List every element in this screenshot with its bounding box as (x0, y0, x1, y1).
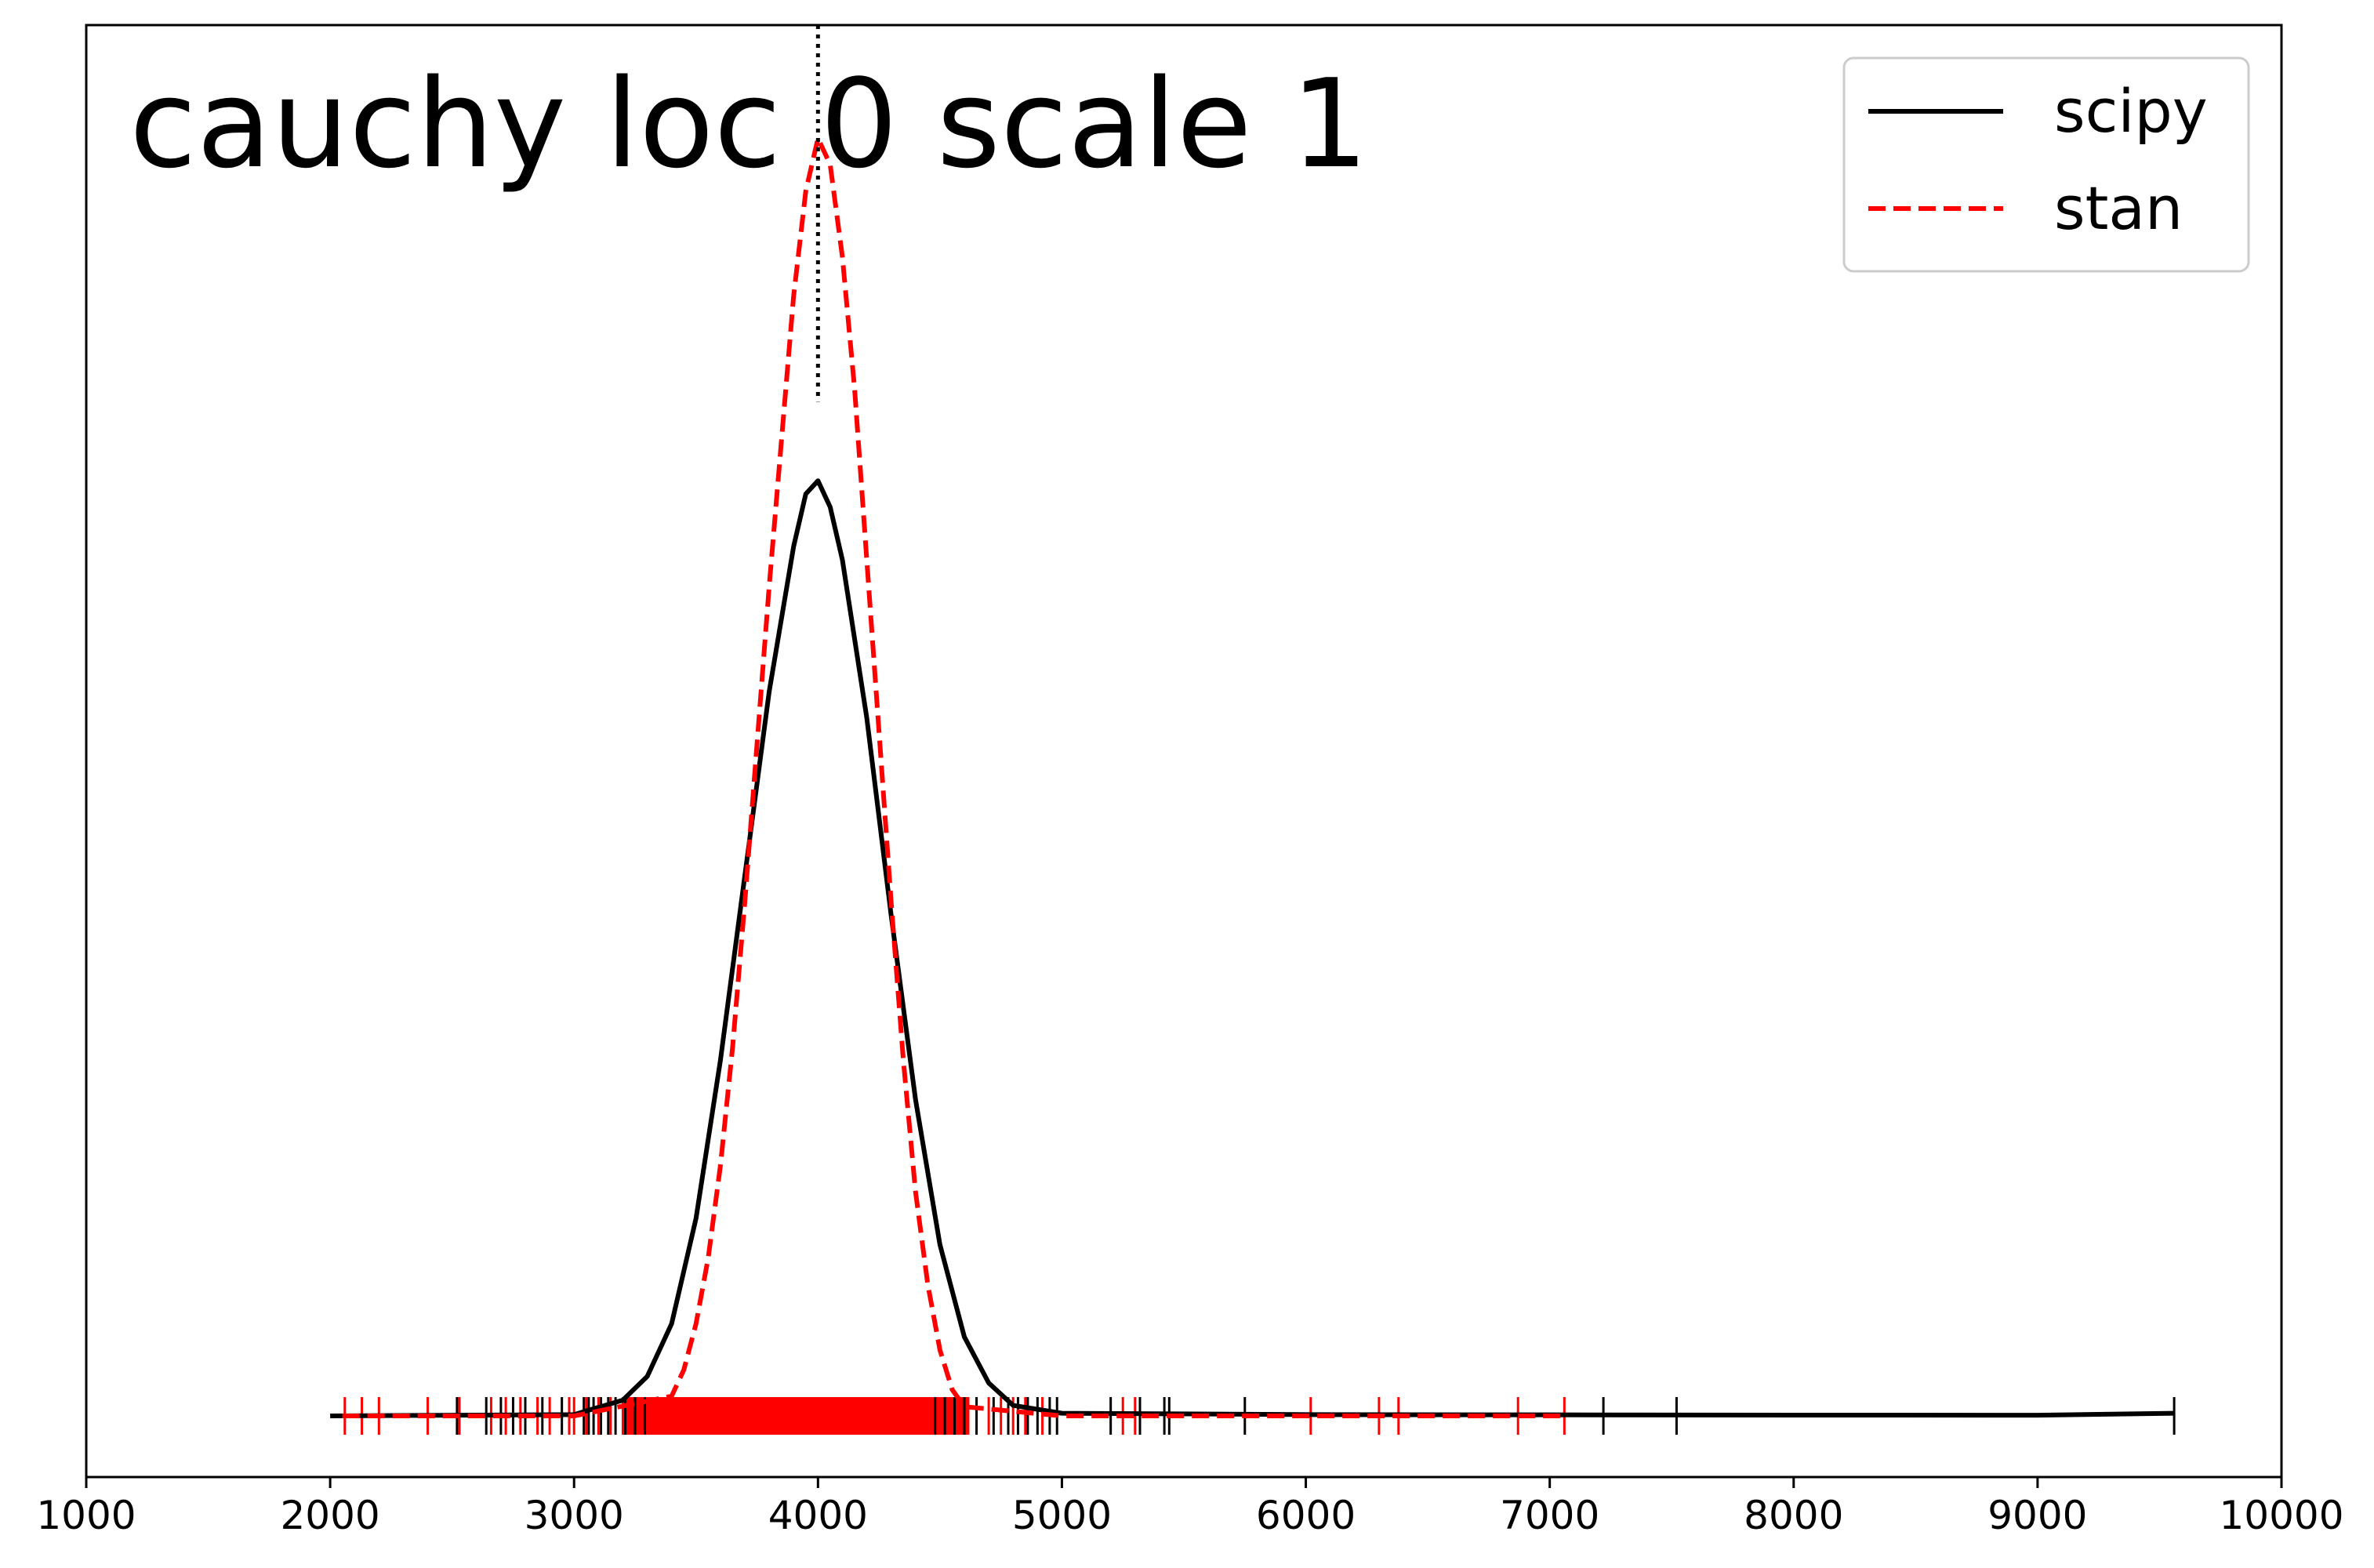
x-tick-label: 8000 (1744, 1493, 1843, 1538)
x-tick-label: 10000 (2219, 1493, 2343, 1538)
x-tick-label: 7000 (1500, 1493, 1599, 1538)
legend-label-scipy: scipy (2054, 76, 2208, 146)
x-tick-label: 4000 (768, 1493, 868, 1538)
x-tick-label: 5000 (1012, 1493, 1112, 1538)
legend: scipy stan (1842, 56, 2250, 273)
x-tick-label: 6000 (1256, 1493, 1356, 1538)
legend-label-stan: stan (2054, 173, 2183, 243)
x-tick-label: 9000 (1987, 1493, 2087, 1538)
x-tick-label: 1000 (36, 1493, 136, 1538)
series-line-stan (342, 136, 1563, 1418)
x-axis: 1000 2000 3000 4000 5000 6000 7000 8000 9000 1000… (36, 1477, 2344, 1538)
plot-frame (85, 24, 2283, 1479)
series-layer (330, 136, 2175, 1418)
rug-layer (343, 1397, 2176, 1435)
chart-title: cauchy loc 0 scale 1 (129, 53, 1369, 195)
x-tick-label: 3000 (525, 1493, 624, 1538)
x-tick-label: 2000 (280, 1493, 379, 1538)
